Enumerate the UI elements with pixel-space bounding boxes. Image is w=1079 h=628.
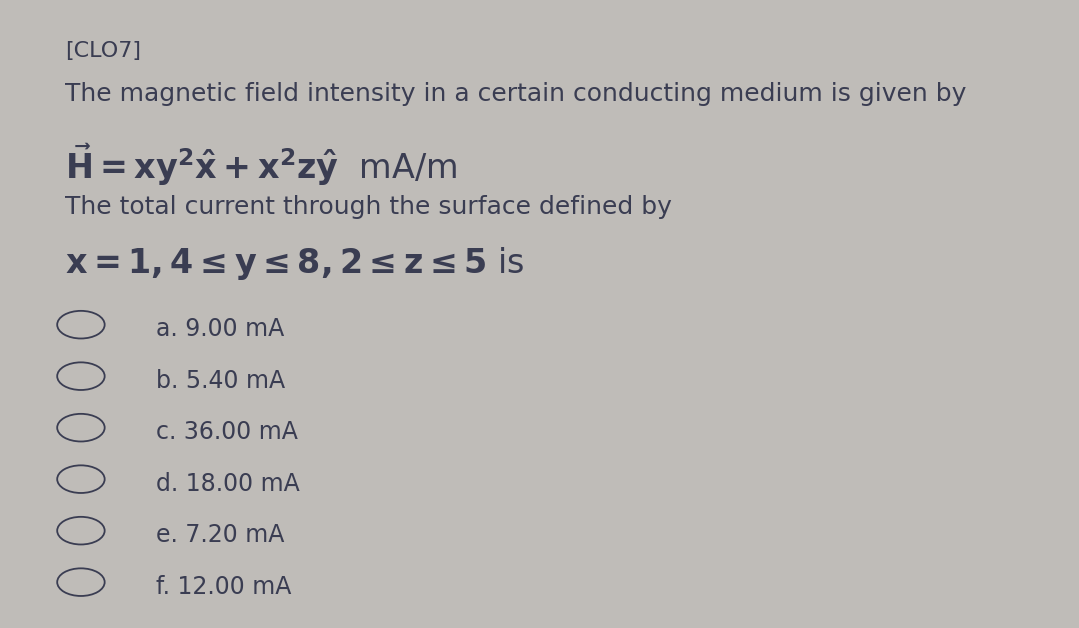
Text: The magnetic field intensity in a certain conducting medium is given by: The magnetic field intensity in a certai…: [65, 82, 966, 106]
Text: b. 5.40 mA: b. 5.40 mA: [156, 369, 286, 392]
Text: The total current through the surface defined by: The total current through the surface de…: [65, 195, 671, 219]
Text: $\mathbf{x = 1, 4 \leq y \leq 8, 2 \leq z \leq 5}$ is: $\mathbf{x = 1, 4 \leq y \leq 8, 2 \leq …: [65, 245, 524, 282]
Text: c. 36.00 mA: c. 36.00 mA: [156, 420, 298, 444]
Text: a. 9.00 mA: a. 9.00 mA: [156, 317, 285, 341]
Text: [CLO7]: [CLO7]: [65, 41, 140, 61]
Text: $\mathbf{\vec{H} = xy^2\hat{x} + x^2 z\hat{y}}$  mA/m: $\mathbf{\vec{H} = xy^2\hat{x} + x^2 z\h…: [65, 141, 456, 188]
Text: d. 18.00 mA: d. 18.00 mA: [156, 472, 300, 495]
Text: f. 12.00 mA: f. 12.00 mA: [156, 575, 291, 598]
Text: e. 7.20 mA: e. 7.20 mA: [156, 523, 285, 547]
